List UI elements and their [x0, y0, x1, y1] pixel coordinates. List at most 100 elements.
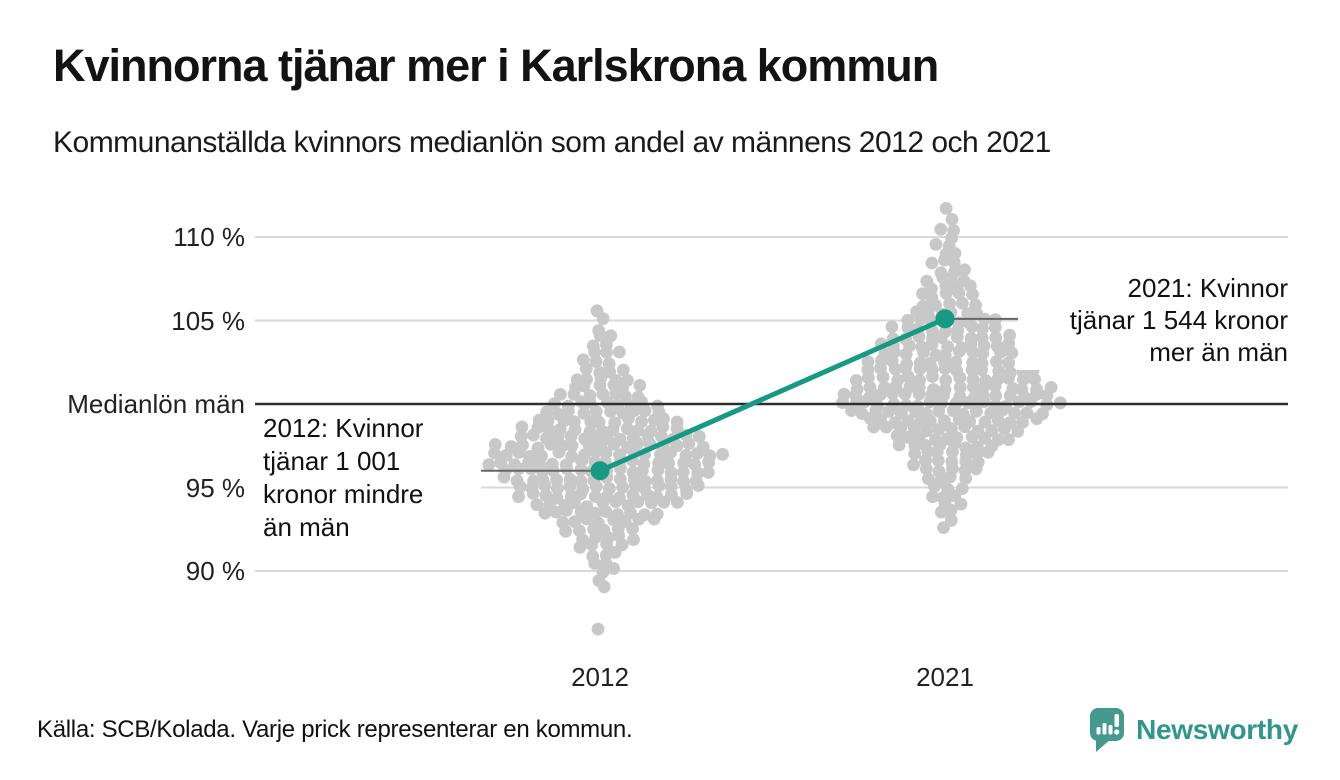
municipality-dot	[671, 496, 684, 509]
municipality-dot	[585, 538, 599, 552]
municipality-dot	[551, 482, 564, 495]
municipality-dot	[583, 395, 597, 409]
municipality-dot	[901, 370, 915, 384]
municipality-dot	[680, 487, 694, 500]
municipality-dot	[612, 345, 626, 359]
municipality-dot	[995, 403, 1009, 417]
municipality-dot	[931, 454, 945, 467]
municipality-dot	[538, 479, 552, 492]
municipality-dot	[874, 388, 887, 401]
municipality-dot	[589, 355, 603, 368]
municipality-dot	[1040, 389, 1054, 402]
municipality-dot	[589, 445, 603, 459]
municipality-dot	[645, 496, 658, 510]
municipality-dot	[597, 580, 611, 594]
municipality-dot	[561, 404, 575, 418]
municipality-dot	[836, 396, 849, 409]
municipality-dot	[1016, 373, 1030, 387]
municipality-dot	[876, 370, 890, 384]
municipality-dot	[932, 405, 946, 418]
municipality-dot	[1002, 433, 1015, 446]
municipality-dot	[560, 504, 573, 517]
municipality-dot	[923, 414, 937, 428]
municipality-dot	[898, 387, 912, 401]
municipality-dot	[926, 370, 939, 383]
municipality-dot	[656, 420, 670, 434]
annotation-2021: 2021: Kvinnor tjänar 1 544 kronor mer än…	[1018, 270, 1290, 370]
municipality-dot	[563, 480, 577, 493]
municipality-dot	[682, 437, 696, 450]
municipality-dot	[901, 321, 915, 334]
municipality-dot	[574, 463, 588, 476]
municipality-dot	[1002, 356, 1015, 370]
municipality-dot	[568, 496, 581, 510]
municipality-dot	[664, 446, 678, 459]
municipality-dot	[913, 362, 927, 376]
municipality-dot	[593, 329, 607, 342]
municipality-dot	[863, 381, 877, 394]
municipality-dot	[512, 490, 525, 504]
municipality-dot	[622, 412, 635, 425]
municipality-dot	[954, 497, 968, 511]
municipality-dot	[946, 445, 959, 459]
municipality-dot	[1028, 373, 1041, 386]
municipality-dot	[1008, 406, 1021, 420]
municipality-dot	[919, 462, 933, 476]
municipality-dot	[620, 422, 634, 436]
municipality-dot	[1011, 425, 1025, 438]
municipality-dot	[885, 320, 899, 334]
municipality-dot	[600, 346, 613, 359]
municipality-dot	[952, 286, 966, 300]
y-tick-label: Medianlön män	[67, 389, 245, 419]
municipality-dot	[702, 455, 715, 469]
municipality-dot	[917, 345, 930, 359]
municipality-dot	[950, 330, 964, 344]
municipality-dot	[937, 521, 950, 534]
municipality-dot	[953, 381, 967, 394]
municipality-dot	[591, 622, 605, 636]
y-tick-label: 90 %	[185, 556, 245, 586]
municipality-dot	[512, 462, 526, 476]
municipality-dot	[938, 362, 952, 375]
municipality-dot	[958, 420, 971, 434]
municipality-dot	[691, 479, 705, 492]
municipality-dot	[988, 320, 1002, 334]
municipality-dot	[969, 462, 983, 476]
municipality-dot	[497, 470, 511, 484]
municipality-dot	[616, 480, 630, 494]
municipality-dot	[861, 371, 875, 384]
municipality-dot	[939, 287, 953, 300]
municipality-dot	[716, 447, 729, 461]
municipality-dot	[588, 345, 601, 359]
municipality-dot	[965, 363, 979, 377]
municipality-dot	[975, 363, 988, 377]
x-tick-label-2021: 2021	[916, 662, 974, 692]
municipality-dot	[934, 222, 948, 236]
municipality-dot	[608, 545, 622, 559]
municipality-dot	[551, 429, 565, 443]
y-tick-label: 105 %	[171, 305, 245, 336]
municipality-dot	[966, 345, 980, 359]
municipality-dot	[539, 488, 553, 502]
municipality-dot	[925, 256, 939, 270]
municipality-dot	[580, 512, 593, 526]
municipality-dot	[899, 347, 913, 361]
municipality-dot	[651, 463, 665, 477]
municipality-dot	[926, 490, 939, 504]
municipality-dot	[652, 479, 666, 493]
municipality-dot	[932, 423, 946, 436]
municipality-dot	[589, 480, 603, 493]
municipality-dot	[607, 562, 621, 575]
municipality-dot	[939, 374, 953, 387]
highlight-trend-line	[598, 316, 947, 474]
municipality-dot	[633, 379, 647, 392]
municipality-dot	[882, 405, 896, 418]
municipality-dot	[907, 458, 920, 472]
municipality-dot	[965, 430, 979, 444]
municipality-dot	[565, 439, 579, 453]
municipality-dot	[609, 387, 622, 400]
y-tick-label: 110 %	[173, 222, 245, 252]
chart-title: Kvinnorna tjänar mer i Karlskrona kommun	[53, 40, 939, 91]
municipality-dot	[488, 446, 501, 460]
municipality-dot	[976, 347, 990, 360]
